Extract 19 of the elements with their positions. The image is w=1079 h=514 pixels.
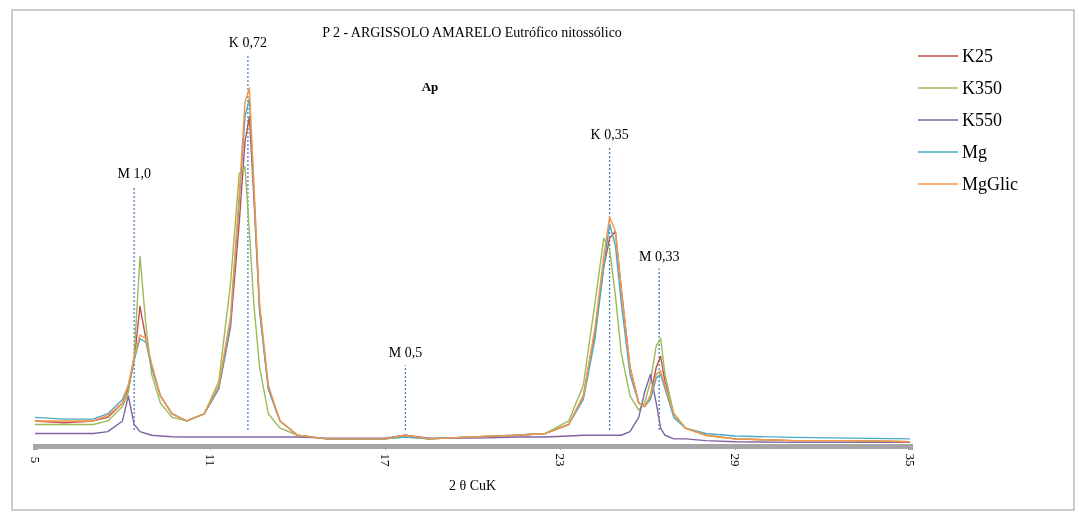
chart-subtitle: Ap	[421, 79, 439, 94]
legend-label: MgGlic	[962, 174, 1019, 194]
chart-title: P 2 - ARGISSOLO AMARELO Eutrófico nitossólico	[322, 25, 622, 40]
ref-line-label: M 1,0	[117, 166, 151, 182]
ref-line-label: K 0,35	[590, 126, 629, 142]
legend-label: K350	[962, 78, 1002, 98]
x-tick-label: 23	[553, 453, 568, 467]
x-tick-label: 11	[203, 453, 218, 467]
ref-line-label: K 0,72	[228, 35, 267, 50]
x-tick-label: 29	[728, 453, 743, 467]
legend-label: K25	[962, 46, 993, 66]
x-axis-title: 2 θ CuK	[448, 478, 497, 493]
ref-line-label: M 0,33	[638, 248, 680, 264]
ref-line-label: M 0,5	[388, 345, 423, 361]
x-tick-label: 35	[903, 453, 918, 467]
x-tick-label: 17	[378, 453, 393, 467]
legend-label: K550	[962, 110, 1002, 130]
legend-label: Mg	[962, 142, 988, 162]
x-tick-label: 5	[28, 456, 43, 464]
